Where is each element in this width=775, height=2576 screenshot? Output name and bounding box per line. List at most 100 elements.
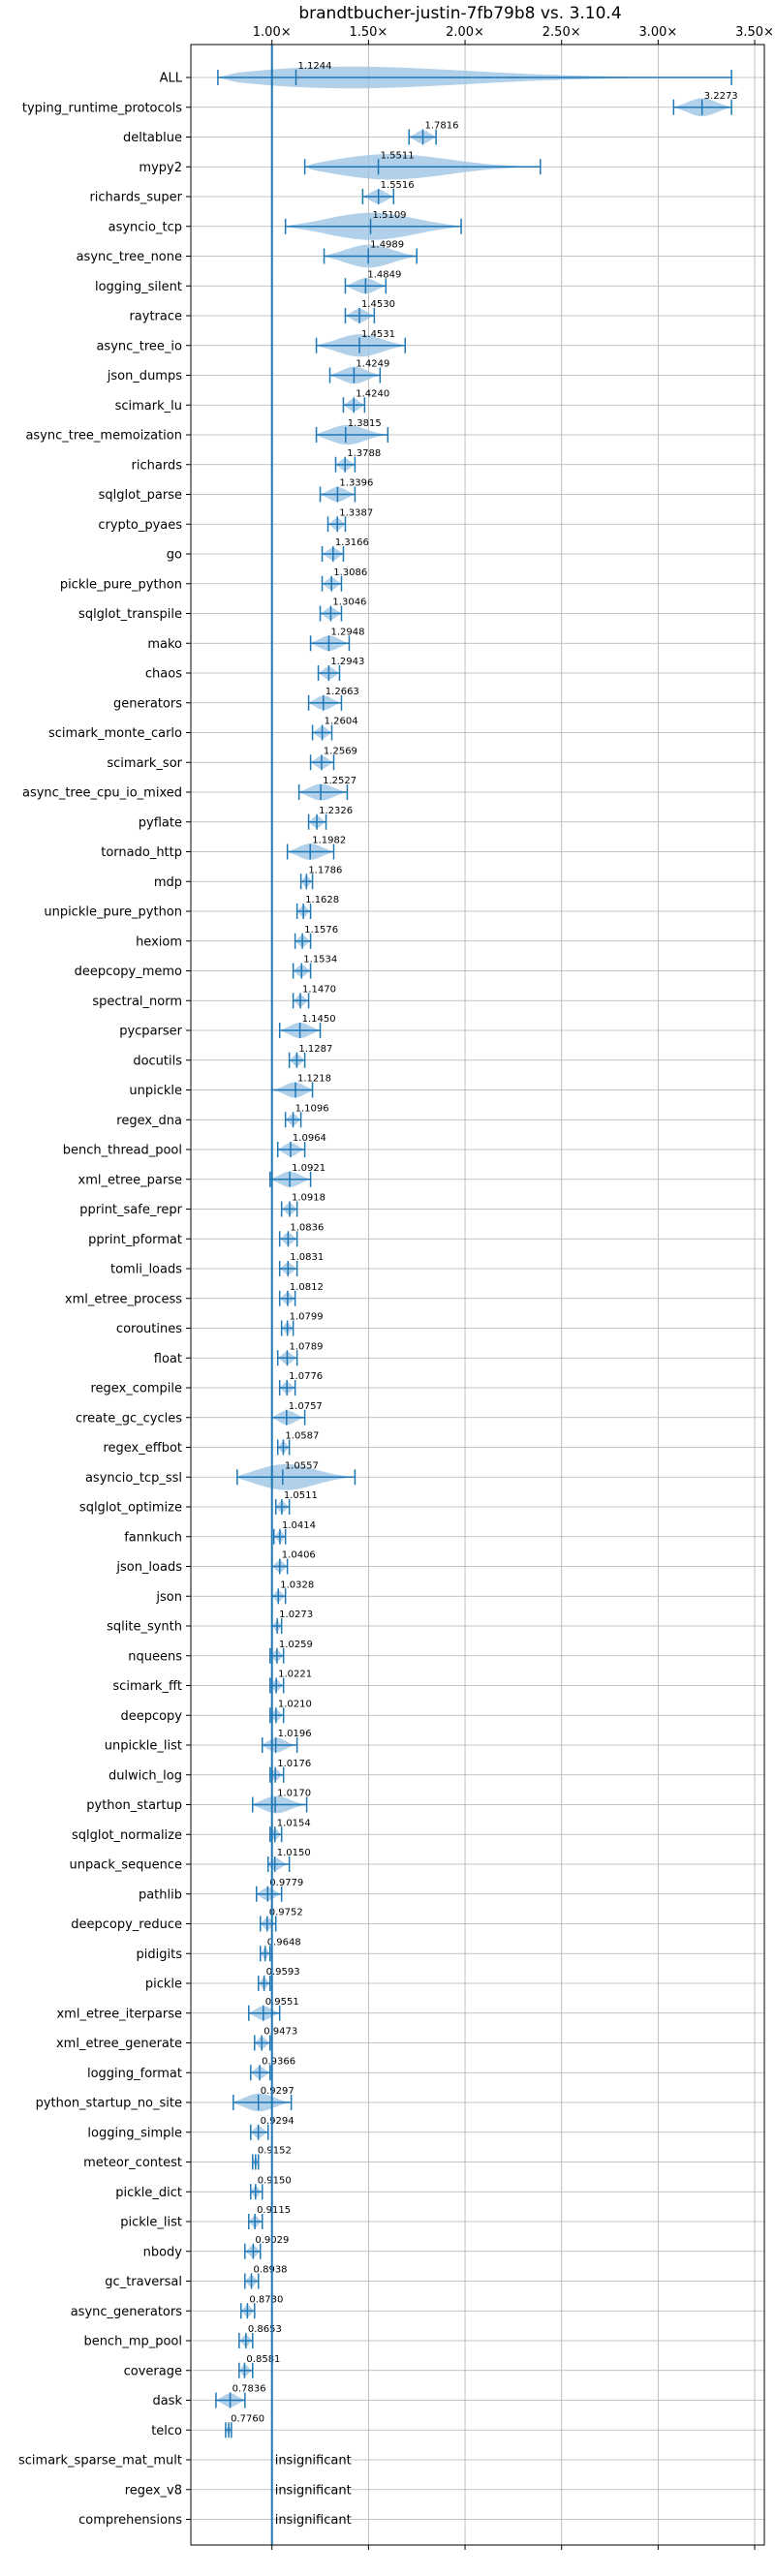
category-label: unpack_sequence (69, 1858, 182, 1873)
value-label: 1.0511 (284, 1490, 318, 1501)
value-label: 1.0328 (280, 1579, 314, 1590)
category-label: gc_traversal (105, 2275, 182, 2289)
violin-pickle_pure_python: 1.3086 (321, 567, 367, 592)
category-label: nbody (143, 2245, 183, 2259)
x-tick-label: 2.50× (542, 25, 581, 40)
violin-pyflate: 1.2326 (307, 806, 353, 830)
violin-mypy2: 1.5511 (303, 150, 542, 180)
category-label: pickle_dict (115, 2186, 182, 2200)
value-label: 0.8938 (254, 2265, 288, 2276)
category-label: scimark_lu (115, 399, 182, 414)
category-label: async_generators (71, 2305, 183, 2319)
value-label: 1.0776 (289, 1371, 323, 1382)
violin-sqlite_synth: 1.0273 (270, 1610, 313, 1634)
category-label: json_dumps (107, 369, 182, 383)
violin-scimark_monte_carlo: 1.2604 (311, 717, 358, 741)
violin-sqlglot_transpile: 1.3046 (319, 598, 366, 622)
category-label: regex_dna (116, 1114, 182, 1128)
category-label: pprint_safe_repr (79, 1203, 182, 1217)
value-label: 1.4989 (370, 240, 404, 251)
category-label: comprehensions (78, 2513, 182, 2528)
category-label: scimark_sor (107, 756, 182, 771)
violin-go: 1.3166 (321, 537, 369, 562)
value-label: 1.0259 (279, 1640, 313, 1650)
violin-dask: 0.7836 (215, 2384, 266, 2408)
violin-pickle_list: 0.9115 (248, 2205, 291, 2229)
category-label: scimark_fft (112, 1679, 182, 1694)
value-label: 0.9551 (265, 1997, 299, 2008)
value-label: 1.3396 (339, 478, 373, 489)
violin-python_startup: 1.0170 (252, 1789, 311, 1814)
value-label: 1.1470 (302, 984, 336, 995)
violin-mako: 1.2948 (309, 627, 364, 652)
violin-async_tree_memoization: 1.3815 (315, 418, 389, 445)
x-tick-label: 3.00× (638, 25, 677, 40)
value-label: 0.7836 (232, 2384, 266, 2395)
violin-unpickle: 1.1218 (270, 1074, 331, 1098)
category-label: logging_format (87, 2067, 182, 2081)
value-label: 1.0964 (293, 1133, 326, 1144)
insignificant-label: insignificant (275, 2483, 352, 2498)
violin-docutils: 1.1287 (288, 1044, 332, 1068)
value-label: 1.0921 (292, 1163, 326, 1174)
category-label: go (167, 548, 182, 563)
value-label: 0.7760 (231, 2413, 264, 2424)
category-label: pickle_list (120, 2216, 182, 2230)
value-label: 1.0414 (282, 1520, 316, 1531)
value-label: 1.0150 (277, 1848, 311, 1858)
value-label: 1.4240 (356, 388, 389, 399)
category-label: sqlglot_normalize (72, 1828, 182, 1843)
violin-sqlglot_normalize: 1.0154 (268, 1818, 311, 1843)
violin-pycparser: 1.1450 (278, 1014, 336, 1038)
value-label: 1.1450 (302, 1014, 336, 1025)
violin-deepcopy: 1.0210 (268, 1699, 312, 1724)
category-label: docutils (133, 1054, 182, 1068)
category-label: mako (147, 637, 182, 652)
category-label: nqueens (128, 1649, 182, 1664)
violin-meteor_contest: 0.9152 (252, 2146, 292, 2170)
violin-deepcopy_memo: 1.1534 (292, 955, 337, 979)
category-label: generators (113, 696, 182, 711)
category-label: unpickle (129, 1084, 182, 1098)
value-label: 1.0170 (277, 1789, 311, 1799)
value-label: 0.9779 (269, 1878, 303, 1888)
value-label: 1.2943 (330, 657, 364, 667)
category-label: chaos (145, 667, 182, 682)
violin-raytrace: 1.4530 (344, 299, 395, 323)
category-label: async_tree_none (77, 250, 182, 264)
violin-unpack_sequence: 1.0150 (266, 1848, 311, 1872)
violin-chaos: 1.2943 (317, 657, 364, 681)
violin-pickle: 0.9593 (258, 1967, 300, 1991)
x-axis-ticks: 1.00× 1.50× 2.00× 2.50× 3.00× 3.50× (253, 25, 774, 2550)
value-label: 1.2569 (324, 746, 357, 756)
value-label: 1.0406 (282, 1550, 316, 1561)
violin-sqlglot_parse: 1.3396 (319, 478, 373, 503)
x-tick-label: 3.50× (735, 25, 774, 40)
violin-xml_etree_parse: 1.0921 (268, 1163, 326, 1187)
value-label: 1.0918 (292, 1193, 326, 1204)
violin-dulwich_log: 1.0176 (268, 1759, 311, 1783)
value-label: 1.0176 (277, 1759, 311, 1769)
value-label: 1.1628 (305, 895, 339, 905)
violin-richards: 1.3788 (334, 448, 381, 473)
violin-hexiom: 1.1576 (294, 925, 338, 949)
category-label: unpickle_list (105, 1739, 182, 1754)
category-label: fannkuch (124, 1530, 182, 1545)
value-label: 1.0757 (289, 1401, 323, 1412)
violin-scimark_sor: 1.2569 (309, 746, 357, 771)
value-label: 0.9473 (264, 2027, 297, 2038)
violin-asyncio_tcp: 1.5109 (284, 210, 462, 240)
violin-series: 1.1244 3.2273 1.7816 1.5511 1.5516 1.5109 1.49… (215, 61, 738, 2528)
value-label: 1.1244 (298, 61, 332, 72)
category-label: deltablue (123, 131, 182, 145)
category-label: scimark_sparse_mat_mult (18, 2454, 182, 2469)
category-label: python_startup_no_site (36, 2097, 182, 2111)
category-label: meteor_contest (83, 2156, 182, 2170)
category-label: sqlglot_transpile (78, 607, 182, 622)
category-label: sqlite_synth (107, 1620, 182, 1635)
category-label: xml_etree_iterparse (56, 2007, 182, 2021)
violin-spectral_norm: 1.1470 (292, 984, 336, 1009)
x-tick-label: 1.50× (349, 25, 388, 40)
category-label: mypy2 (139, 161, 182, 175)
